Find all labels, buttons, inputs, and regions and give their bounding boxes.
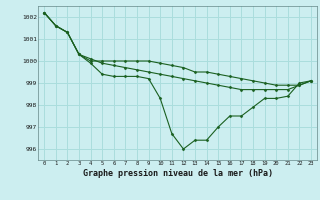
X-axis label: Graphe pression niveau de la mer (hPa): Graphe pression niveau de la mer (hPa) bbox=[83, 169, 273, 178]
